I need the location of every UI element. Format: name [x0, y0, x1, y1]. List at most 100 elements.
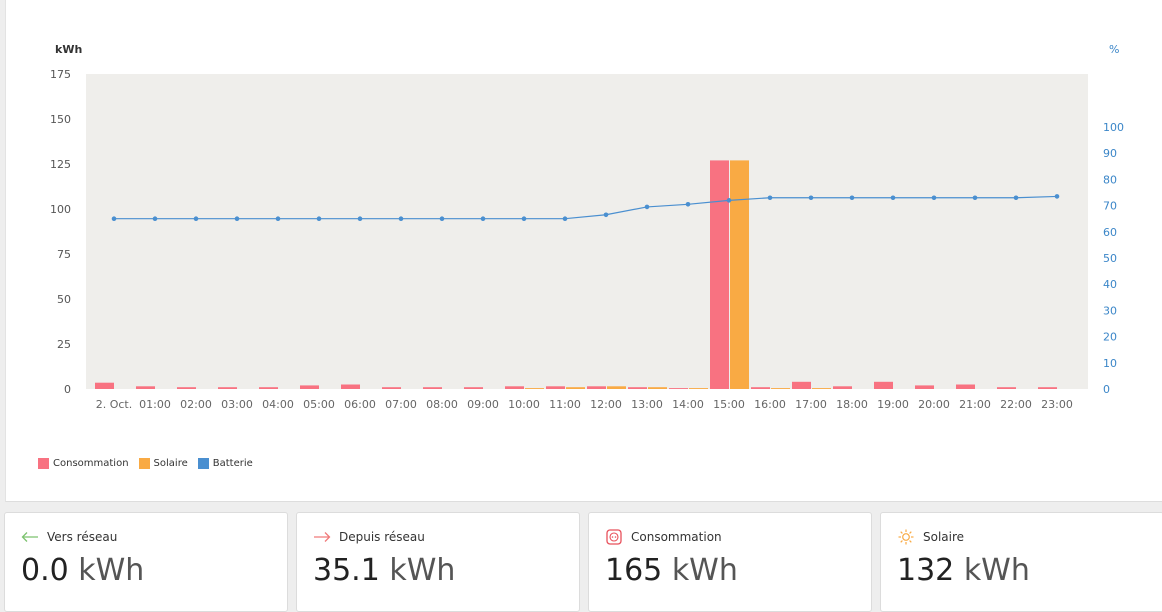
card-depuis-reseau: Depuis réseau 35.1 kWh: [296, 512, 580, 612]
point-batterie: [1054, 194, 1060, 199]
point-batterie: [316, 216, 322, 221]
bar-consommation: [628, 387, 647, 389]
y-left-tick-label: 100: [50, 203, 71, 216]
bar-consommation: [505, 386, 524, 389]
card-consommation: Consommation 165 kWh: [588, 512, 872, 612]
card-unit: kWh: [78, 553, 145, 588]
bar-consommation: [382, 387, 401, 389]
y-right-tick-label: 50: [1103, 252, 1117, 265]
point-batterie: [603, 212, 609, 218]
card-solaire: Solaire 132 kWh: [880, 512, 1162, 612]
x-tick-label: 09:00: [467, 398, 499, 411]
x-tick-label: 16:00: [754, 398, 786, 411]
legend-swatch-consommation: [38, 458, 49, 469]
bar-consommation: [792, 381, 811, 389]
bar-solaire: [525, 388, 544, 389]
point-batterie: [357, 216, 363, 221]
outlet-icon: [605, 529, 623, 545]
card-unit: kWh: [389, 553, 456, 588]
x-tick-label: 12:00: [590, 398, 622, 411]
sun-icon: [897, 529, 915, 545]
y-right-tick-label: 90: [1103, 147, 1117, 160]
card-value: 0.0: [21, 553, 69, 588]
point-batterie: [275, 216, 281, 221]
bar-consommation: [464, 387, 483, 389]
legend-label-consommation: Consommation: [53, 458, 129, 469]
point-batterie: [480, 216, 486, 221]
point-batterie: [808, 195, 814, 201]
point-batterie: [726, 198, 732, 203]
card-value: 132: [897, 553, 955, 588]
bar-consommation: [587, 386, 606, 389]
card-value: 165: [605, 553, 663, 588]
x-tick-label: 13:00: [631, 398, 663, 411]
y-left-tick-label: 150: [50, 113, 71, 126]
legend-label-batterie: Batterie: [212, 458, 253, 469]
bar-solaire: [812, 388, 831, 389]
card-value-line: 0.0 kWh: [21, 553, 144, 588]
y-right-tick-label: 30: [1103, 304, 1117, 317]
bar-solaire: [689, 388, 708, 389]
bar-consommation: [341, 384, 360, 389]
bar-consommation: [300, 385, 319, 389]
x-tick-label: 23:00: [1041, 398, 1073, 411]
x-tick-label: 2. Oct.: [96, 398, 133, 411]
card-label: Depuis réseau: [339, 530, 425, 544]
y-left-axis-title: kWh: [55, 43, 82, 56]
point-batterie: [644, 204, 650, 210]
bar-solaire: [771, 388, 790, 389]
x-tick-label: 14:00: [672, 398, 704, 411]
x-tick-label: 03:00: [221, 398, 253, 411]
y-right-axis-title: %: [1109, 43, 1119, 56]
legend-item-solaire[interactable]: Solaire: [138, 458, 188, 469]
point-batterie: [685, 201, 691, 207]
card-value: 35.1: [313, 553, 380, 588]
y-right-tick-label: 70: [1103, 200, 1117, 213]
energy-chart: kWh %175150125100755025010090807060504030…: [50, 43, 1124, 411]
bar-consommation: [710, 160, 729, 389]
point-batterie: [972, 195, 978, 201]
x-tick-label: 01:00: [139, 398, 171, 411]
y-left-tick-label: 0: [64, 383, 71, 396]
x-tick-label: 22:00: [1000, 398, 1032, 411]
y-left-tick-label: 75: [57, 248, 71, 261]
legend-swatch-batterie: [197, 458, 209, 469]
card-value-line: 165 kWh: [605, 553, 738, 588]
y-right-tick-label: 10: [1103, 357, 1117, 370]
summary-cards: Vers réseau 0.0 kWh Depuis réseau 35.1 k…: [0, 512, 1162, 612]
point-batterie: [521, 216, 527, 221]
arrow-right-icon: [313, 529, 331, 545]
chart-panel: kWh% 175 150 125 100 75 50 25 0 100 90 80 70 60 50 40 30…: [5, 0, 1162, 502]
x-tick-label: 02:00: [180, 398, 212, 411]
x-tick-label: 07:00: [385, 398, 417, 411]
chart-legend: Consommation Solaire Batterie: [38, 458, 253, 469]
series-line-batterie: [114, 195, 1058, 220]
y-right-tick-label: 100: [1103, 121, 1124, 134]
point-batterie: [890, 195, 896, 201]
bar-consommation: [915, 385, 934, 389]
bar-consommation: [136, 386, 155, 389]
bar-consommation: [1038, 387, 1057, 389]
bar-consommation: [95, 382, 114, 389]
card-value-line: 132 kWh: [897, 553, 1030, 588]
bar-solaire: [607, 386, 626, 389]
y-right-tick-label: 20: [1103, 331, 1117, 344]
point-batterie: [111, 216, 117, 221]
bar-consommation: [177, 387, 196, 389]
point-batterie: [1013, 195, 1019, 201]
legend-item-consommation[interactable]: Consommation: [38, 458, 129, 469]
legend-label-solaire: Solaire: [153, 458, 188, 469]
x-tick-label: 11:00: [549, 398, 581, 411]
x-tick-label: 21:00: [959, 398, 991, 411]
x-tick-label: 17:00: [795, 398, 827, 411]
legend-item-batterie[interactable]: Batterie: [197, 458, 253, 469]
bar-consommation: [833, 386, 852, 389]
point-batterie: [849, 195, 855, 201]
point-batterie: [398, 216, 404, 221]
card-unit: kWh: [963, 553, 1030, 588]
point-batterie: [439, 216, 445, 221]
x-tick-label: 19:00: [877, 398, 909, 411]
y-left-tick-label: 25: [57, 338, 71, 351]
bar-solaire: [566, 387, 585, 389]
plot-area: [86, 74, 1088, 389]
